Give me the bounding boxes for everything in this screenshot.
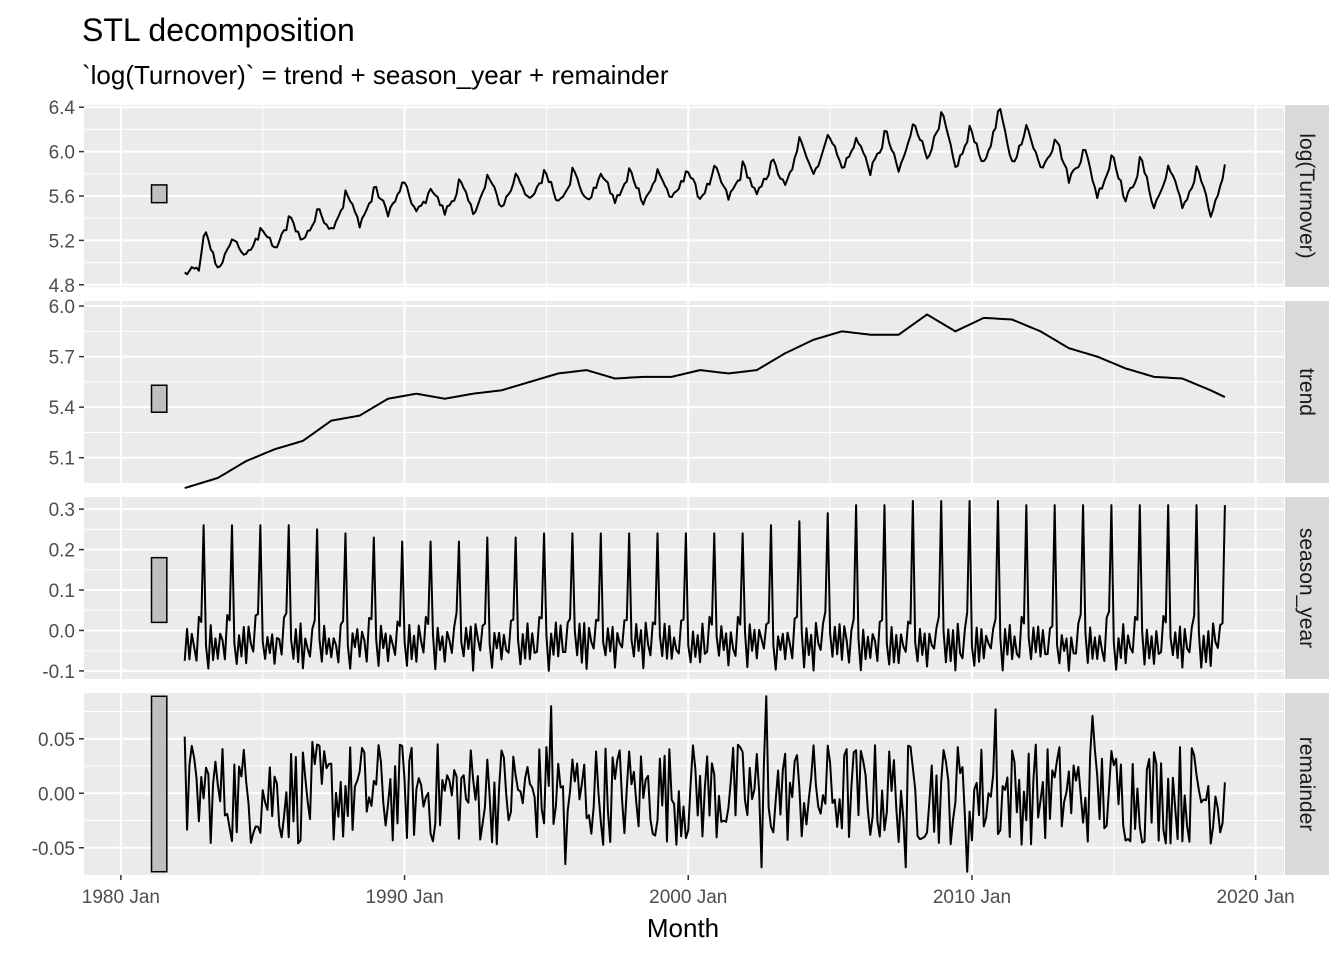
strip-background xyxy=(1285,497,1329,679)
y-tick-label: 6.4 xyxy=(49,98,76,119)
panel-season-year: 0.3 0.2 0.1 0.0 -0.1 season_year xyxy=(42,497,1329,683)
x-tick-label: 1990 Jan xyxy=(365,887,443,908)
series-line-trend xyxy=(184,313,1226,490)
strip-background xyxy=(1285,105,1329,287)
strip-label: season_year xyxy=(1295,528,1318,648)
y-tick-label: 4.8 xyxy=(49,276,75,297)
chart-subtitle: `log(Turnover)` = trend + season_year + … xyxy=(82,60,669,90)
x-tick-label: 2020 Jan xyxy=(1217,887,1295,908)
panel-trend: 6.0 5.7 5.4 5.1 trend xyxy=(49,297,1329,490)
series-line-remainder xyxy=(183,695,1226,873)
strip-background xyxy=(1285,301,1329,483)
strip-background xyxy=(1285,693,1329,875)
scale-bar xyxy=(150,384,168,413)
scale-bar xyxy=(150,556,168,624)
x-axis-title: Month xyxy=(647,913,719,943)
strip-label: trend xyxy=(1295,368,1318,416)
series-line-season-year xyxy=(183,500,1226,672)
x-tick-label: 1980 Jan xyxy=(82,887,160,908)
scale-bar xyxy=(150,184,168,204)
scale-bar xyxy=(150,695,168,873)
y-tick-label: 5.7 xyxy=(49,348,75,369)
x-axis: 1980 Jan 1990 Jan 2000 Jan 2010 Jan 2020 Jan xyxy=(82,875,1295,908)
panel-remainder: 0.05 0.00 -0.05 remainder xyxy=(32,693,1329,875)
y-tick-label: 5.4 xyxy=(49,398,76,419)
y-tick-label: 0.2 xyxy=(49,541,75,562)
panel-logTurnover: 6.4 6.0 5.6 5.2 4.8 log(Turnover) xyxy=(49,98,1329,297)
y-tick-label: -0.1 xyxy=(42,662,75,683)
strip-label: remainder xyxy=(1295,737,1318,832)
y-tick-label: 0.05 xyxy=(38,730,75,751)
x-tick-label: 2010 Jan xyxy=(933,887,1011,908)
panels: 6.4 6.0 5.6 5.2 4.8 log(Turnover) 6.0 5.7 5.4 5.1… xyxy=(32,98,1329,875)
y-tick-label: -0.05 xyxy=(32,839,75,860)
chart-title: STL decomposition xyxy=(82,12,355,48)
y-tick-label: 6.0 xyxy=(49,297,75,318)
y-tick-label: 0.3 xyxy=(49,500,75,521)
y-tick-label: 5.2 xyxy=(49,231,75,252)
panel-background xyxy=(84,693,1284,875)
panel-background xyxy=(84,301,1284,483)
y-tick-label: 5.6 xyxy=(49,187,75,208)
y-tick-label: 5.1 xyxy=(49,449,75,470)
series-line-logTurnover xyxy=(184,108,1226,276)
y-tick-label: 0.00 xyxy=(38,784,75,805)
y-tick-label: 6.0 xyxy=(49,143,75,164)
y-tick-label: 0.0 xyxy=(49,621,75,642)
y-tick-label: 0.1 xyxy=(49,581,75,602)
x-tick-label: 2000 Jan xyxy=(649,887,727,908)
strip-label: log(Turnover) xyxy=(1295,133,1318,258)
